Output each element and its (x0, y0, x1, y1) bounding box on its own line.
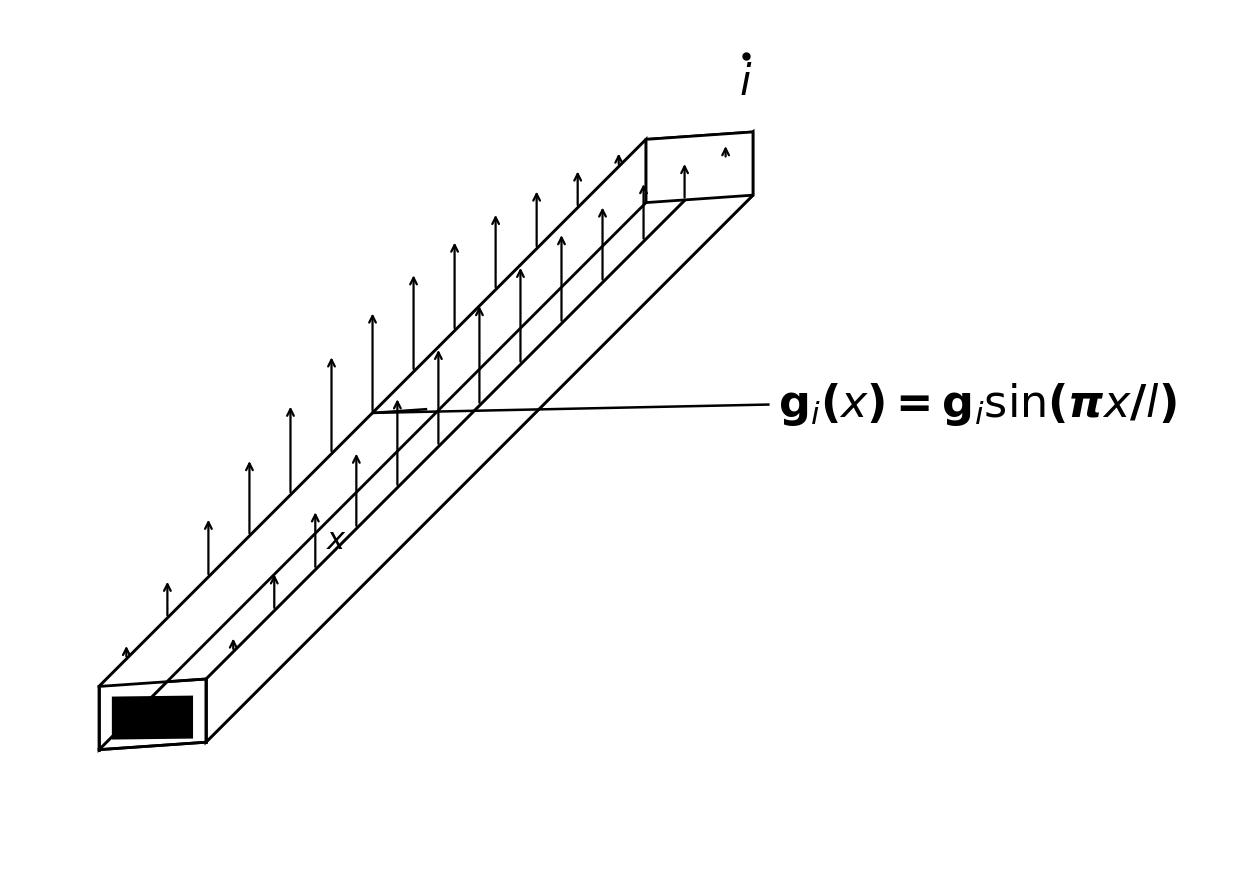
Polygon shape (113, 697, 192, 738)
Text: $\it{x}$: $\it{x}$ (326, 525, 347, 555)
Polygon shape (99, 132, 753, 686)
Polygon shape (99, 140, 646, 750)
Text: $\mathbf{g}_{\mathit{i}}\mathbf{(}\mathit{x}\mathbf{)}\mathbf{=g}_{\mathit{i}}\m: $\mathbf{g}_{\mathit{i}}\mathbf{(}\mathi… (778, 381, 1176, 428)
Polygon shape (206, 132, 753, 743)
Text: $\it{i}$: $\it{i}$ (738, 62, 752, 104)
Polygon shape (646, 132, 753, 202)
Polygon shape (99, 195, 753, 750)
